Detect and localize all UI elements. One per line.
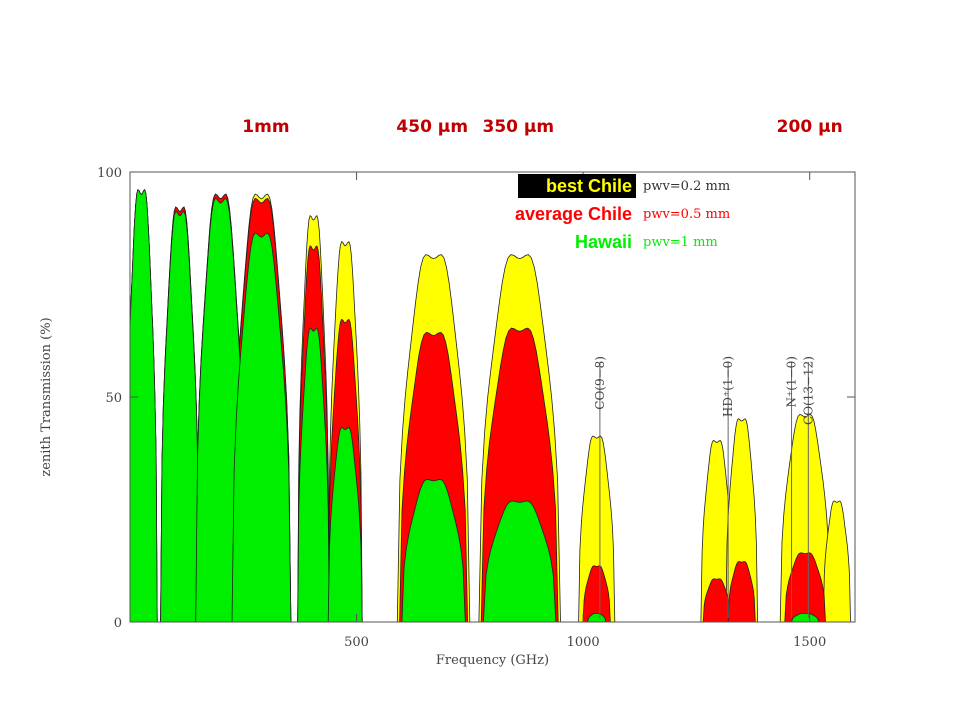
y-tick-label: 0 bbox=[114, 616, 122, 631]
hawaii-window-0 bbox=[130, 188, 158, 622]
hawaii-window-7 bbox=[482, 500, 557, 622]
hawaii-window-6 bbox=[401, 478, 466, 622]
x-tick-label: 500 bbox=[344, 635, 369, 650]
x-axis-title: Frequency (GHz) bbox=[436, 653, 549, 668]
best-chile-window-12 bbox=[822, 500, 851, 622]
line-marker-label: CO(9−8) bbox=[593, 356, 607, 410]
hawaii-window-5 bbox=[327, 427, 363, 622]
axis-ticks: 500 1000 1500 0 50 100 bbox=[97, 166, 855, 650]
line-marker-label: N⁺(1−0) bbox=[785, 356, 799, 408]
hawaii-window-8 bbox=[587, 613, 607, 622]
average-chile-window-9 bbox=[702, 578, 731, 622]
wavelength-label: 200 μn bbox=[777, 117, 843, 137]
hawaii-window-9 bbox=[791, 613, 820, 622]
legend-swatch-bg bbox=[518, 174, 636, 198]
best-chile-window-10 bbox=[725, 418, 759, 622]
legend-name: Hawaii bbox=[575, 232, 632, 252]
hawaii-window-4 bbox=[297, 327, 330, 622]
average-chile-window-10 bbox=[727, 561, 756, 622]
legend-pwv: pwv=1 mm bbox=[643, 235, 718, 250]
wavelength-label: 1mm bbox=[242, 117, 289, 137]
legend: best Chile pwv=0.2 mm average Chile pwv=0.5… bbox=[515, 174, 730, 252]
line-marker-label: HD⁺(1−0) bbox=[721, 356, 735, 417]
hawaii-window-3 bbox=[231, 232, 292, 622]
y-tick-label: 50 bbox=[105, 391, 122, 406]
y-tick-label: 100 bbox=[97, 166, 122, 181]
transmission-areas bbox=[130, 188, 851, 622]
wavelength-label: 450 μm bbox=[396, 117, 468, 137]
line-markers: CO(9−8) HD⁺(1−0) N⁺(1−0) CO(13−12) bbox=[593, 356, 815, 618]
hawaii-window-1 bbox=[160, 210, 200, 622]
x-tick-label: 1500 bbox=[793, 635, 826, 650]
legend-pwv: pwv=0.2 mm bbox=[643, 179, 730, 194]
legend-pwv: pwv=0.5 mm bbox=[643, 207, 730, 222]
best-chile-window-8 bbox=[578, 435, 616, 622]
average-chile-window-8 bbox=[582, 565, 611, 622]
wavelength-label: 350 μm bbox=[483, 117, 555, 137]
hawaii-window-2 bbox=[195, 197, 246, 622]
wavelength-labels: 1mm 450 μm 350 μm 200 μn bbox=[242, 117, 842, 137]
legend-name: best Chile bbox=[546, 176, 632, 196]
line-marker-label: CO(13−12) bbox=[801, 356, 815, 425]
x-tick-label: 1000 bbox=[567, 635, 600, 650]
legend-name: average Chile bbox=[515, 204, 632, 224]
y-axis-title: zenith Transmission (%) bbox=[39, 317, 54, 476]
